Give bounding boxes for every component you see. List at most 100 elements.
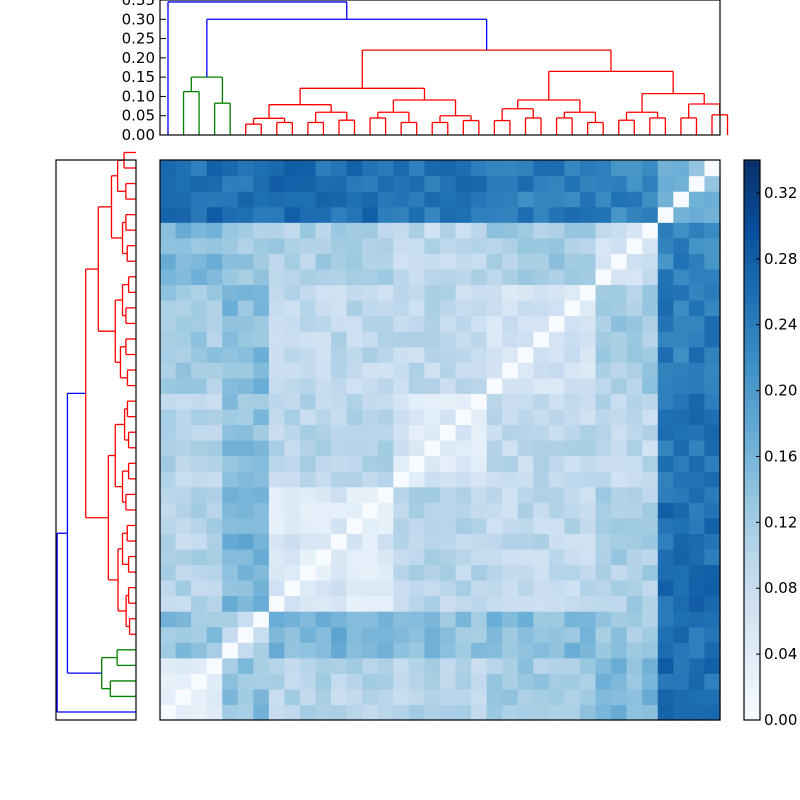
- heatmap-cell: [502, 502, 519, 519]
- heatmap-cell: [206, 440, 223, 457]
- heatmap-cell: [393, 688, 410, 706]
- heatmap-cell: [160, 704, 177, 721]
- colorbar-swatch: [744, 432, 760, 437]
- heatmap-cell: [564, 424, 581, 441]
- heatmap-cell: [455, 222, 472, 239]
- heatmap-cell: [284, 455, 301, 472]
- heatmap-cell: [160, 362, 177, 379]
- heatmap-cell: [408, 657, 426, 674]
- colorbar-swatch: [744, 616, 760, 621]
- heatmap-cell: [626, 673, 643, 690]
- heatmap-cell: [362, 548, 379, 566]
- colorbar-swatch: [744, 296, 760, 301]
- heatmap-cell: [533, 595, 550, 612]
- heatmap-cell: [362, 673, 379, 690]
- heatmap-cell: [424, 626, 441, 643]
- heatmap-cell: [191, 268, 208, 286]
- heatmap-cell: [611, 408, 628, 426]
- heatmap-cell: [704, 533, 721, 550]
- heatmap-cell: [642, 580, 659, 597]
- heatmap-cell: [175, 315, 192, 332]
- heatmap-cell: [517, 253, 534, 270]
- heatmap-cell: [284, 206, 301, 223]
- heatmap-cell: [548, 346, 566, 363]
- heatmap-cell: [346, 315, 363, 332]
- heatmap-cell: [673, 237, 690, 254]
- heatmap-cell: [175, 548, 192, 566]
- colorbar-swatch: [744, 236, 760, 241]
- heatmap-cell: [315, 486, 332, 503]
- heatmap-cell: [191, 642, 208, 659]
- heatmap-cell: [611, 611, 628, 628]
- heatmap-cell: [673, 424, 690, 441]
- heatmap-cell: [595, 517, 612, 534]
- heatmap-cell: [626, 284, 643, 301]
- heatmap-cell: [253, 455, 270, 472]
- heatmap-cell: [486, 222, 503, 239]
- heatmap-cell: [284, 502, 301, 519]
- heatmap-cell: [580, 160, 597, 177]
- heatmap-cell: [502, 268, 519, 286]
- heatmap-cell: [611, 331, 628, 348]
- colorbar-swatch: [744, 712, 760, 717]
- heatmap-cell: [471, 688, 488, 706]
- heatmap-cell: [688, 502, 706, 519]
- heatmap-cell: [580, 191, 597, 208]
- heatmap-cell: [642, 673, 659, 690]
- heatmap-cell: [502, 222, 519, 239]
- heatmap-cell: [300, 471, 317, 488]
- heatmap-cell: [642, 300, 659, 317]
- heatmap-cell: [268, 471, 286, 488]
- heatmap-cell: [206, 502, 223, 519]
- heatmap-cell: [300, 626, 317, 643]
- colorbar-swatch: [744, 676, 760, 681]
- colorbar-swatch: [744, 644, 760, 649]
- heatmap-cell: [704, 471, 721, 488]
- heatmap-cell: [673, 160, 690, 177]
- heatmap-cell: [517, 673, 534, 690]
- heatmap-cell: [455, 393, 472, 410]
- heatmap-cell: [393, 626, 410, 643]
- heatmap-cell: [206, 160, 223, 177]
- heatmap-cell: [517, 362, 534, 379]
- heatmap-cell: [393, 611, 410, 628]
- heatmap-cell: [564, 160, 581, 177]
- heatmap-cell: [377, 533, 394, 550]
- heatmap-cell: [657, 191, 674, 208]
- heatmap-cell: [673, 175, 690, 192]
- heatmap-cell: [315, 642, 332, 659]
- heatmap-cell: [253, 362, 270, 379]
- heatmap-cell: [284, 533, 301, 550]
- heatmap-cell: [424, 517, 441, 534]
- heatmap-cell: [253, 393, 270, 410]
- heatmap-cell: [548, 408, 566, 426]
- heatmap-cell: [408, 206, 426, 223]
- heatmap-cell: [331, 548, 348, 566]
- heatmap-cell: [564, 673, 581, 690]
- heatmap-cell: [362, 408, 379, 426]
- heatmap-cell: [206, 222, 223, 239]
- heatmap-cell: [626, 642, 643, 659]
- colorbar-swatch: [744, 476, 760, 481]
- heatmap-cell: [455, 688, 472, 706]
- heatmap-cell: [657, 175, 674, 192]
- heatmap-cell: [237, 362, 254, 379]
- heatmap-cell: [517, 564, 534, 581]
- heatmap-cell: [408, 346, 426, 363]
- heatmap-cell: [455, 486, 472, 503]
- heatmap-cell: [237, 268, 254, 286]
- heatmap-cell: [657, 486, 674, 503]
- heatmap-cell: [175, 191, 192, 208]
- colorbar-swatch: [744, 664, 760, 669]
- heatmap-cell: [580, 704, 597, 721]
- heatmap-cell: [253, 704, 270, 721]
- heatmap-cell: [657, 471, 674, 488]
- heatmap-cell: [657, 393, 674, 410]
- heatmap-cell: [657, 315, 674, 332]
- heatmap-cell: [533, 486, 550, 503]
- top-dendrogram-tick-label: 0.30: [122, 10, 155, 28]
- heatmap-cell: [440, 346, 457, 363]
- heatmap-cell: [377, 237, 394, 254]
- heatmap-cell: [657, 564, 674, 581]
- heatmap-cell: [300, 284, 317, 301]
